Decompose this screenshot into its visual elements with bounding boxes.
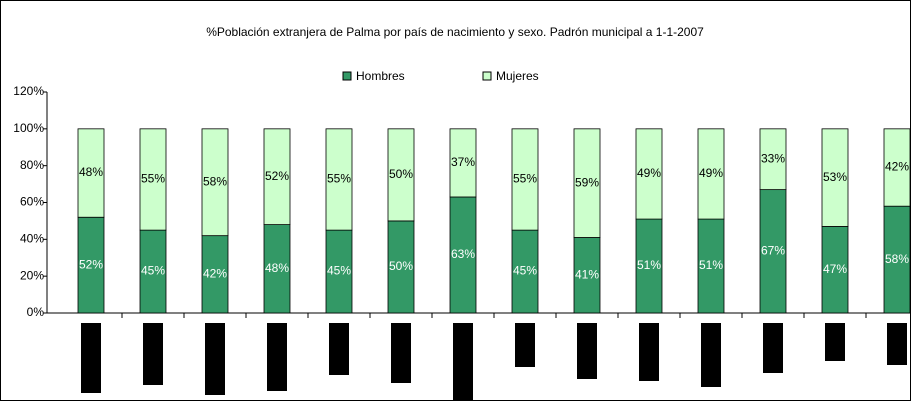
data-label: 41% bbox=[575, 267, 599, 281]
redaction bbox=[329, 323, 349, 375]
y-tick-label: 120% bbox=[13, 84, 44, 98]
bar-segment bbox=[449, 196, 477, 314]
y-tick-label: 80% bbox=[20, 158, 44, 172]
redaction bbox=[515, 323, 535, 367]
redaction bbox=[701, 323, 721, 387]
bar-segment bbox=[697, 218, 725, 314]
legend-swatch bbox=[482, 71, 492, 81]
y-tick-label: 60% bbox=[20, 195, 44, 209]
data-label: 45% bbox=[327, 264, 351, 278]
data-label: 48% bbox=[79, 165, 103, 179]
data-label: 52% bbox=[79, 257, 103, 271]
bar-segment bbox=[821, 226, 849, 314]
redaction bbox=[887, 323, 907, 365]
data-label: 58% bbox=[885, 252, 909, 266]
bar-segment bbox=[511, 128, 539, 231]
bar-segment bbox=[77, 216, 105, 314]
redaction bbox=[205, 323, 225, 395]
data-label: 42% bbox=[203, 266, 227, 280]
data-label: 58% bbox=[203, 174, 227, 188]
data-label: 45% bbox=[141, 264, 165, 278]
data-label: 55% bbox=[513, 172, 537, 186]
data-label: 48% bbox=[265, 261, 289, 275]
bar-segment bbox=[759, 189, 787, 314]
bar-segment bbox=[635, 128, 663, 220]
bar-segment bbox=[759, 128, 787, 191]
data-label: 59% bbox=[575, 175, 599, 189]
data-label: 63% bbox=[451, 247, 475, 261]
legend-swatch bbox=[342, 71, 352, 81]
data-label: 47% bbox=[823, 262, 847, 276]
redaction bbox=[267, 323, 287, 391]
bar-segment bbox=[201, 128, 229, 237]
y-tick-label: 40% bbox=[20, 232, 44, 246]
bar-segment bbox=[263, 224, 291, 314]
data-label: 52% bbox=[265, 169, 289, 183]
legend-label: Hombres bbox=[356, 69, 405, 83]
bar-segment bbox=[387, 128, 415, 222]
bar-segment bbox=[573, 128, 601, 238]
data-label: 51% bbox=[637, 258, 661, 272]
y-tick-label: 20% bbox=[20, 268, 44, 282]
y-tick-label: 100% bbox=[13, 121, 44, 135]
bar-segment bbox=[511, 229, 539, 314]
chart-title: %Población extranjera de Palma por país … bbox=[206, 25, 704, 39]
data-label: 37% bbox=[451, 155, 475, 169]
data-label: 53% bbox=[823, 170, 847, 184]
bar-segment bbox=[325, 229, 353, 314]
redaction bbox=[639, 323, 659, 381]
bar-segment bbox=[697, 128, 725, 220]
data-label: 49% bbox=[637, 166, 661, 180]
redaction bbox=[453, 323, 473, 401]
data-label: 51% bbox=[699, 258, 723, 272]
data-label: 33% bbox=[761, 151, 785, 165]
bar-segment bbox=[449, 128, 477, 198]
redaction bbox=[81, 323, 101, 393]
bar-segment bbox=[139, 229, 167, 314]
bar-segment bbox=[635, 218, 663, 314]
legend-label: Mujeres bbox=[496, 69, 539, 83]
bar-segment bbox=[821, 128, 849, 227]
data-label: 50% bbox=[389, 167, 413, 181]
data-label: 42% bbox=[885, 160, 909, 174]
y-tick-label: 0% bbox=[27, 305, 45, 319]
data-label: 50% bbox=[389, 259, 413, 273]
bar-segment bbox=[263, 128, 291, 225]
redaction bbox=[763, 323, 783, 373]
bar-segment bbox=[387, 220, 415, 314]
data-label: 55% bbox=[141, 172, 165, 186]
bar-segment bbox=[139, 128, 167, 231]
data-label: 55% bbox=[327, 172, 351, 186]
data-label: 67% bbox=[761, 243, 785, 257]
data-label: 45% bbox=[513, 264, 537, 278]
bar-segment bbox=[77, 128, 105, 218]
bar-segment bbox=[325, 128, 353, 231]
bar-segment bbox=[883, 205, 911, 314]
redaction bbox=[391, 323, 411, 383]
bar-segment bbox=[883, 128, 911, 207]
data-label: 49% bbox=[699, 166, 723, 180]
redaction bbox=[143, 323, 163, 385]
redaction bbox=[825, 323, 845, 361]
bar-segment bbox=[201, 235, 229, 314]
redaction bbox=[577, 323, 597, 379]
bar-segment bbox=[573, 237, 601, 314]
